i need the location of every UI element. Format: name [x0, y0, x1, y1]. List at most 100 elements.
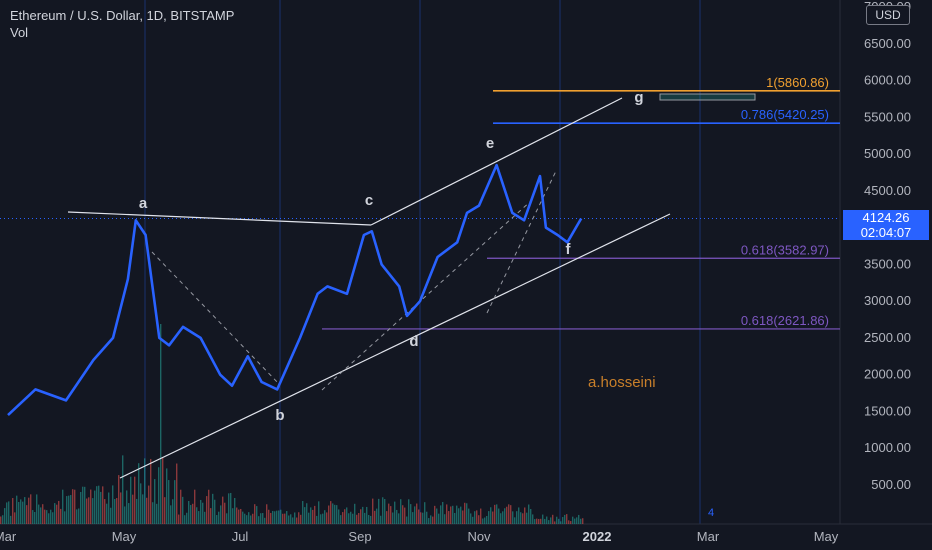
- volume-bar: [460, 506, 462, 524]
- volume-bar: [480, 508, 482, 524]
- channel-upper-line: [370, 97, 623, 226]
- volume-bar: [544, 518, 546, 524]
- volume-bar: [124, 506, 126, 524]
- volume-bar: [334, 504, 336, 524]
- volume-bar: [344, 509, 346, 524]
- volume-bar: [484, 517, 486, 524]
- volume-bar: [212, 493, 214, 524]
- channel-lower-line: [119, 213, 671, 479]
- volume-bar: [312, 509, 314, 524]
- volume-bar: [418, 509, 420, 524]
- volume-bar: [422, 512, 424, 524]
- y-tick-label: 6500.00: [864, 36, 911, 51]
- volume-bar: [126, 490, 128, 524]
- volume-bar: [40, 507, 42, 524]
- volume-bar: [200, 499, 202, 524]
- x-tick-label: May: [814, 529, 839, 544]
- price-line: [7, 163, 583, 417]
- volume-bar: [36, 494, 38, 524]
- volume-bar: [412, 512, 414, 524]
- volume-bar: [424, 502, 426, 524]
- volume-bar: [270, 512, 272, 524]
- volume-label: Vol: [10, 25, 29, 40]
- volume-bar: [142, 494, 144, 524]
- wave-label-d: d: [409, 333, 418, 350]
- volume-bar: [400, 499, 402, 524]
- wave-bd-dashed-line: [321, 199, 533, 391]
- volume-bar: [546, 516, 548, 524]
- target-box: [659, 93, 756, 101]
- volume-bar: [510, 505, 512, 524]
- x-tick-label: May: [112, 529, 137, 544]
- volume-bar: [134, 476, 136, 524]
- volume-bar: [18, 502, 20, 524]
- volume-bar: [162, 458, 164, 524]
- volume-bar: [132, 494, 134, 524]
- fib-level-label: 0.618(2621.86): [741, 313, 829, 328]
- volume-bar: [232, 508, 234, 524]
- volume-bar: [414, 506, 416, 524]
- volume-bar: [106, 503, 108, 524]
- volume-bar: [560, 521, 562, 524]
- volume-bar: [304, 507, 306, 524]
- volume-bar: [118, 475, 120, 524]
- volume-bar: [454, 512, 456, 524]
- volume-bar: [452, 505, 454, 524]
- volume-bar: [30, 494, 32, 524]
- volume-bar: [168, 480, 170, 524]
- volume-bar: [388, 503, 390, 524]
- volume-bar: [552, 514, 554, 524]
- volume-bar: [492, 511, 494, 524]
- volume-bar: [22, 501, 24, 524]
- volume-bar: [404, 507, 406, 524]
- volume-bar: [236, 507, 238, 524]
- y-tick-label: 3000.00: [864, 293, 911, 308]
- volume-bar: [288, 515, 290, 524]
- volume-bar: [160, 324, 162, 524]
- volume-bar: [180, 489, 182, 524]
- x-tick-label: Nov: [467, 529, 491, 544]
- volume-bar: [98, 485, 100, 524]
- volume-bar: [42, 504, 44, 524]
- volume-bar: [48, 513, 50, 524]
- volume-bar: [310, 507, 312, 524]
- volume-bar: [138, 463, 140, 524]
- volume-bar: [28, 497, 30, 524]
- volume-bar: [308, 512, 310, 524]
- volume-bar: [398, 513, 400, 524]
- volume-bar: [320, 514, 322, 524]
- volume-bar: [570, 521, 572, 524]
- volume-bar: [442, 501, 444, 524]
- volume-bar: [434, 505, 436, 524]
- volume-bar: [188, 500, 190, 524]
- volume-bar: [78, 508, 80, 524]
- volume-bar: [582, 518, 584, 524]
- volume-bar: [4, 508, 6, 524]
- volume-bar: [468, 508, 470, 524]
- volume-bar: [54, 503, 56, 524]
- volume-bar: [574, 518, 576, 524]
- volume-bar: [490, 507, 492, 524]
- volume-bar: [214, 499, 216, 524]
- volume-bar: [20, 499, 22, 524]
- volume-bar: [90, 489, 92, 524]
- author-watermark: a.hosseini: [588, 374, 656, 391]
- volume-bar: [378, 498, 380, 524]
- volume-bar: [500, 513, 502, 524]
- volume-bar: [128, 503, 130, 524]
- volume-bar: [332, 503, 334, 524]
- volume-bar: [326, 512, 328, 524]
- volume-bar: [110, 507, 112, 524]
- volume-bar: [324, 510, 326, 524]
- volume-bar: [158, 467, 160, 524]
- volume-bar: [322, 513, 324, 524]
- volume-bar: [84, 486, 86, 524]
- volume-bar: [148, 485, 150, 524]
- volume-bar: [384, 499, 386, 524]
- y-tick-label: 3500.00: [864, 256, 911, 271]
- volume-bar: [296, 517, 298, 524]
- volume-bar: [250, 515, 252, 524]
- volume-bar: [52, 512, 54, 524]
- currency-button[interactable]: USD: [866, 5, 910, 25]
